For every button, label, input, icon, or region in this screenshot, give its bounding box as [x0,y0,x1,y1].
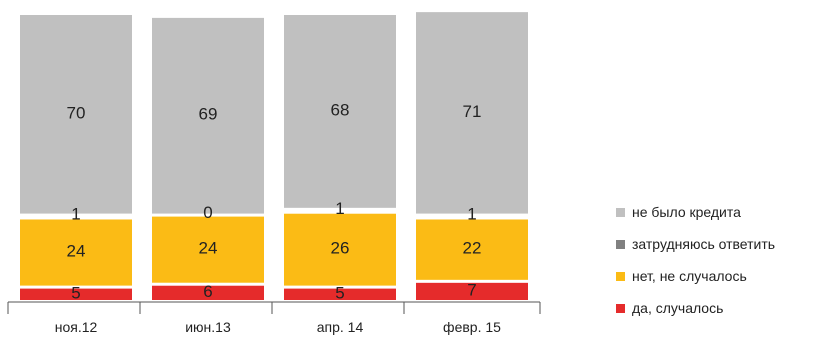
x-tick-label: апр. 14 [317,319,364,335]
data-label: 5 [335,283,344,302]
data-label: 24 [67,242,86,261]
legend-item: затрудняюсь ответить [616,228,775,260]
bars-group [20,12,528,300]
legend: не было кредита затрудняюсь ответить нет, … [616,196,775,324]
legend-label: затрудняюсь ответить [632,236,775,252]
legend-label: нет, не случалось [632,268,747,284]
data-label: 1 [467,205,476,224]
legend-swatch [616,272,625,281]
x-tick-label: июн.13 [185,319,231,335]
data-label: 70 [67,103,86,122]
data-label: 6 [203,282,212,301]
data-label: 1 [335,199,344,218]
x-axis: ноя.12 июн.13 апр. 14 февр. 15 [8,302,540,335]
x-tick-label: февр. 15 [443,319,501,335]
data-label: 7 [467,280,476,299]
legend-item: да, случалось [616,292,775,324]
data-label: 71 [463,102,482,121]
data-label: 5 [71,283,80,302]
data-label: 26 [331,239,350,258]
data-label: 22 [463,239,482,258]
data-label: 69 [199,105,218,124]
x-tick-label: ноя.12 [55,319,98,335]
legend-item: нет, не случалось [616,260,775,292]
data-label: 24 [199,239,218,258]
legend-swatch [616,208,625,217]
legend-swatch [616,240,625,249]
legend-label: не было кредита [632,204,741,220]
legend-label: да, случалось [632,300,723,316]
legend-item: не было кредита [616,196,775,228]
data-label: 1 [71,205,80,224]
data-label: 68 [331,100,350,119]
data-label: 0 [203,203,212,222]
legend-swatch [616,304,625,313]
